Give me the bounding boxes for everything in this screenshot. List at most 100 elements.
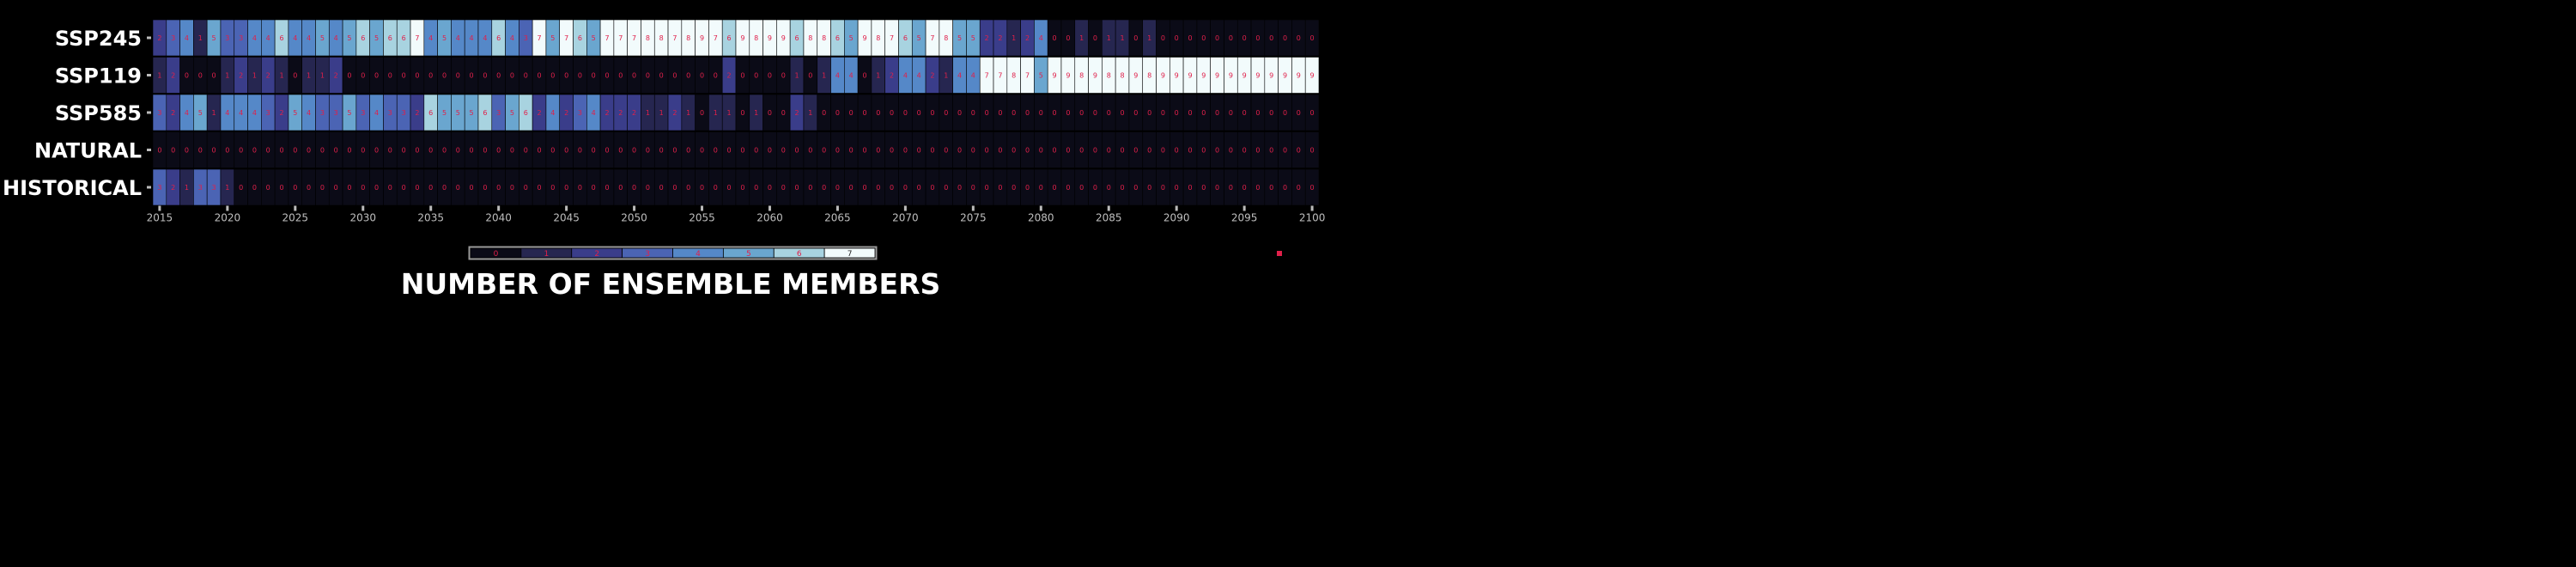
colorbar-tick-label: 6 — [797, 250, 802, 259]
cell-value-label: 0 — [347, 147, 351, 155]
cell-value-label: 7 — [930, 34, 934, 42]
cell-value-label: 2 — [998, 34, 1002, 42]
cell-value-label: 0 — [727, 184, 732, 192]
x-tick-label: 2020 — [215, 212, 241, 224]
cell-value-label: 5 — [347, 109, 351, 117]
cell-value-label: 9 — [862, 34, 866, 42]
cell-value-label: 0 — [524, 147, 528, 155]
cell-value-label: 0 — [550, 72, 555, 80]
cell-value-label: 0 — [388, 147, 392, 155]
x-tick-label: 2055 — [689, 212, 715, 224]
cell-value-label: 0 — [470, 147, 474, 155]
cell-value-label: 0 — [686, 184, 690, 192]
cell-value-label: 0 — [537, 72, 541, 80]
cell-value-label: 0 — [917, 109, 921, 117]
cell-value-label: 0 — [1201, 184, 1206, 192]
cell-value-label: 0 — [374, 72, 379, 80]
cell-value-label: 0 — [212, 147, 216, 155]
cell-value-label: 0 — [822, 109, 826, 117]
cell-value-label: 3 — [198, 184, 203, 192]
cell-value-label: 0 — [1229, 147, 1233, 155]
cell-value-label: 0 — [1310, 184, 1315, 192]
cell-value-label: 2 — [727, 72, 732, 80]
cell-value-label: 0 — [483, 147, 487, 155]
cell-value-label: 9 — [1242, 72, 1247, 80]
cell-value-label: 0 — [754, 147, 758, 155]
cell-value-label: 0 — [1229, 109, 1233, 117]
cell-value-label: 1 — [198, 34, 203, 42]
cell-value-label: 0 — [768, 72, 772, 80]
x-tick-label: 2025 — [283, 212, 309, 224]
cell-value-label: 0 — [1039, 109, 1043, 117]
cell-value-label: 0 — [592, 147, 596, 155]
cell-value-label: 3 — [361, 109, 365, 117]
cell-value-label: 4 — [293, 34, 297, 42]
cell-value-label: 0 — [1269, 147, 1273, 155]
cell-value-label: 0 — [1201, 147, 1206, 155]
cell-value-label: 0 — [415, 72, 419, 80]
cell-value-label: 0 — [592, 72, 596, 80]
cell-value-label: 0 — [402, 72, 406, 80]
cell-value-label: 0 — [917, 184, 921, 192]
cell-value-label: 4 — [1039, 34, 1043, 42]
cell-value-label: 8 — [822, 34, 826, 42]
x-tick-label: 2075 — [960, 212, 987, 224]
cell-value-label: 8 — [808, 34, 812, 42]
cell-value-label: 7 — [672, 34, 677, 42]
cell-value-label: 2 — [605, 109, 609, 117]
cell-value-label: 2 — [239, 72, 243, 80]
cell-value-label: 8 — [659, 34, 664, 42]
cell-value-label: 0 — [578, 72, 582, 80]
cell-value-label: 0 — [252, 184, 257, 192]
cell-value-label: 0 — [361, 184, 365, 192]
cell-value-label: 0 — [740, 184, 744, 192]
cell-value-label: 0 — [1025, 147, 1030, 155]
cell-value-label: 0 — [700, 147, 704, 155]
colorbar-tick-label: 7 — [848, 250, 853, 259]
cell-value-label: 0 — [727, 147, 732, 155]
cell-value-label: 0 — [930, 184, 934, 192]
cell-value-label: 6 — [388, 34, 392, 42]
cell-value-label: 0 — [442, 184, 447, 192]
cell-value-label: 0 — [470, 72, 474, 80]
cell-value-label: 0 — [618, 147, 623, 155]
cell-value-label: 0 — [903, 147, 908, 155]
cell-value-label: 2 — [672, 109, 677, 117]
cell-value-label: 0 — [1255, 109, 1260, 117]
cell-value-label: 0 — [1093, 109, 1097, 117]
cell-value-label: 6 — [279, 34, 283, 42]
cell-value-label: 0 — [537, 184, 541, 192]
cell-value-label: 1 — [686, 109, 690, 117]
cell-value-label: 7 — [985, 72, 989, 80]
cell-value-label: 0 — [1188, 147, 1192, 155]
cell-value-label: 0 — [957, 184, 962, 192]
cell-value-label: 5 — [442, 109, 447, 117]
cell-value-label: 0 — [659, 147, 664, 155]
cell-value-label: 4 — [550, 109, 555, 117]
colorbar-tick-label: 5 — [746, 250, 751, 259]
cell-value-label: 5 — [198, 109, 203, 117]
cell-value-label: 0 — [1053, 147, 1057, 155]
cell-value-label: 3 — [320, 109, 325, 117]
cell-value-label: 4 — [252, 34, 257, 42]
cell-value-label: 0 — [795, 184, 799, 192]
x-tick-label: 2030 — [349, 212, 376, 224]
cell-value-label: 0 — [334, 184, 338, 192]
cell-value-label: 0 — [835, 147, 840, 155]
cell-value-label: 2 — [890, 72, 894, 80]
cell-value-label: 4 — [470, 34, 474, 42]
cell-value-label: 4 — [374, 109, 379, 117]
cell-value-label: 0 — [822, 147, 826, 155]
cell-value-label: 0 — [374, 147, 379, 155]
cell-value-label: 0 — [618, 72, 623, 80]
row-label-ssp119: SSP119 — [55, 64, 142, 88]
cell-value-label: 2 — [171, 184, 175, 192]
cell-value-label: 0 — [442, 147, 447, 155]
cell-value-label: 0 — [1297, 34, 1301, 42]
cell-value-label: 9 — [1269, 72, 1273, 80]
cell-value-label: 0 — [835, 109, 840, 117]
cell-value-label: 0 — [347, 184, 351, 192]
cell-value-label: 0 — [1079, 109, 1084, 117]
cell-value-label: 0 — [714, 147, 718, 155]
cell-value-label: 0 — [1053, 109, 1057, 117]
